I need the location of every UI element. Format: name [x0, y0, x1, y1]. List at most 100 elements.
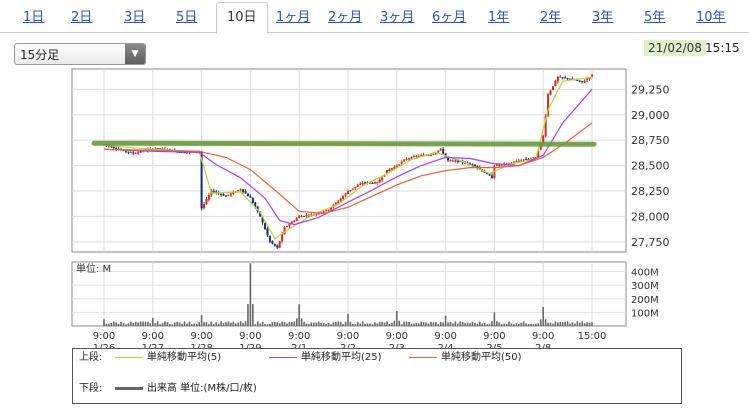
tab-9[interactable]: 6ヶ月	[432, 10, 467, 25]
xtick-time-label: 9:00	[532, 331, 554, 342]
xtick-time-label: 9:00	[190, 331, 212, 342]
candle-body	[522, 159, 525, 161]
tab-12[interactable]: 3年	[592, 10, 614, 25]
candle-body	[559, 76, 562, 78]
candle-body	[393, 166, 396, 169]
candle-body	[469, 163, 471, 165]
candle-body	[510, 162, 513, 164]
interval-select[interactable]: 15分足 ▼	[14, 43, 146, 65]
price-ytick-label: 29,250	[631, 83, 670, 96]
candle-body	[354, 186, 357, 189]
candle-body	[127, 151, 130, 153]
candle-body	[281, 233, 284, 242]
tab-2[interactable]: 2日	[71, 10, 93, 25]
candle-body	[569, 78, 572, 80]
candle-body	[183, 152, 186, 154]
xtick-time-label: 9:00	[142, 331, 164, 342]
candle-body	[578, 80, 581, 82]
volume-ytick-label: 200M	[631, 295, 659, 306]
candle-body	[276, 245, 279, 248]
candle-body	[225, 195, 227, 197]
candle-body	[205, 198, 208, 205]
ma50-line	[103, 122, 593, 215]
candle-body	[112, 146, 115, 149]
candle-body	[449, 160, 452, 162]
tab-1[interactable]: 1日	[23, 10, 45, 25]
candle-body	[542, 135, 545, 144]
volume-ytick-label: 400M	[631, 268, 659, 279]
candle-body	[237, 190, 240, 192]
price-ytick-label: 28,250	[631, 185, 670, 198]
candle-body	[405, 158, 408, 160]
candle-body	[134, 153, 137, 155]
legend-ma5: 単純移動平均(5)	[115, 351, 221, 365]
xtick-time-label: 9:00	[239, 331, 261, 342]
candle-body	[408, 158, 410, 160]
candle-body	[530, 158, 532, 160]
tab-7[interactable]: 2ヶ月	[328, 10, 363, 25]
price-ytick-label: 27,750	[631, 236, 670, 249]
candle-body	[442, 149, 445, 154]
candle-body	[427, 155, 430, 157]
candle-body	[415, 156, 418, 158]
candle-body	[571, 78, 574, 80]
candle-body	[381, 177, 384, 181]
candle-body	[232, 191, 235, 194]
candle-body	[525, 158, 528, 160]
ma25-line	[103, 88, 593, 226]
candle-body	[520, 160, 523, 162]
tab-11[interactable]: 2年	[540, 10, 562, 25]
candle-body	[376, 182, 379, 184]
tab-6[interactable]: 1ヶ月	[276, 10, 311, 25]
candle-body	[412, 156, 415, 158]
candle-body	[325, 209, 328, 211]
tab-4[interactable]: 5日	[176, 10, 198, 25]
tab-14[interactable]: 10年	[696, 10, 726, 25]
xtick-time-label: 9:00	[337, 331, 359, 342]
candle-body	[322, 211, 325, 213]
volume-swatch	[115, 386, 143, 390]
volume-unit-label: 単位: M	[76, 262, 111, 275]
candle-body	[566, 78, 569, 80]
tab-3[interactable]: 3日	[124, 10, 146, 25]
chart-legend: 上段: 単純移動平均(5) 単純移動平均(25) 単純移動平均(50) 下段: …	[72, 348, 682, 404]
resistance-line	[91, 140, 597, 147]
candle-body	[437, 150, 440, 153]
tab-13[interactable]: 5年	[644, 10, 666, 25]
tab-5[interactable]: 10日	[216, 2, 268, 34]
candle-body	[137, 152, 140, 154]
candle-body	[298, 216, 301, 219]
xtick-time-label: 9:00	[386, 331, 408, 342]
candle-body	[293, 220, 296, 223]
tab-8[interactable]: 3ヶ月	[380, 10, 415, 25]
chevron-down-icon[interactable]: ▼	[125, 44, 145, 64]
price-ytick-label: 28,750	[631, 134, 670, 147]
candle-body	[420, 155, 423, 157]
candle-body	[581, 80, 584, 83]
candle-body	[200, 151, 203, 209]
candle-body	[161, 148, 164, 150]
candle-body	[495, 164, 498, 166]
legend-volume-label: 出来高 単位:(M株/口/枚)	[147, 383, 257, 394]
candle-body	[371, 183, 374, 185]
candle-body	[549, 90, 552, 95]
candle-body	[486, 172, 489, 174]
candle-body	[551, 86, 554, 90]
candle-body	[266, 228, 269, 236]
ma25-swatch	[269, 356, 297, 358]
candle-body	[110, 145, 113, 148]
candle-body	[351, 188, 354, 190]
candle-body	[576, 79, 579, 81]
price-ytick-label: 28,500	[631, 160, 670, 173]
xtick-time-label: 9:00	[288, 331, 310, 342]
ma5-line	[103, 76, 593, 240]
candle-body	[312, 214, 315, 216]
candle-body	[432, 153, 435, 155]
candle-body	[239, 189, 242, 191]
candle-body	[386, 169, 389, 175]
tab-10[interactable]: 1年	[488, 10, 510, 25]
ma50-swatch	[409, 356, 437, 358]
candle-body	[290, 221, 293, 224]
xtick-time-label: 9:00	[434, 331, 456, 342]
candle-body	[456, 160, 459, 163]
